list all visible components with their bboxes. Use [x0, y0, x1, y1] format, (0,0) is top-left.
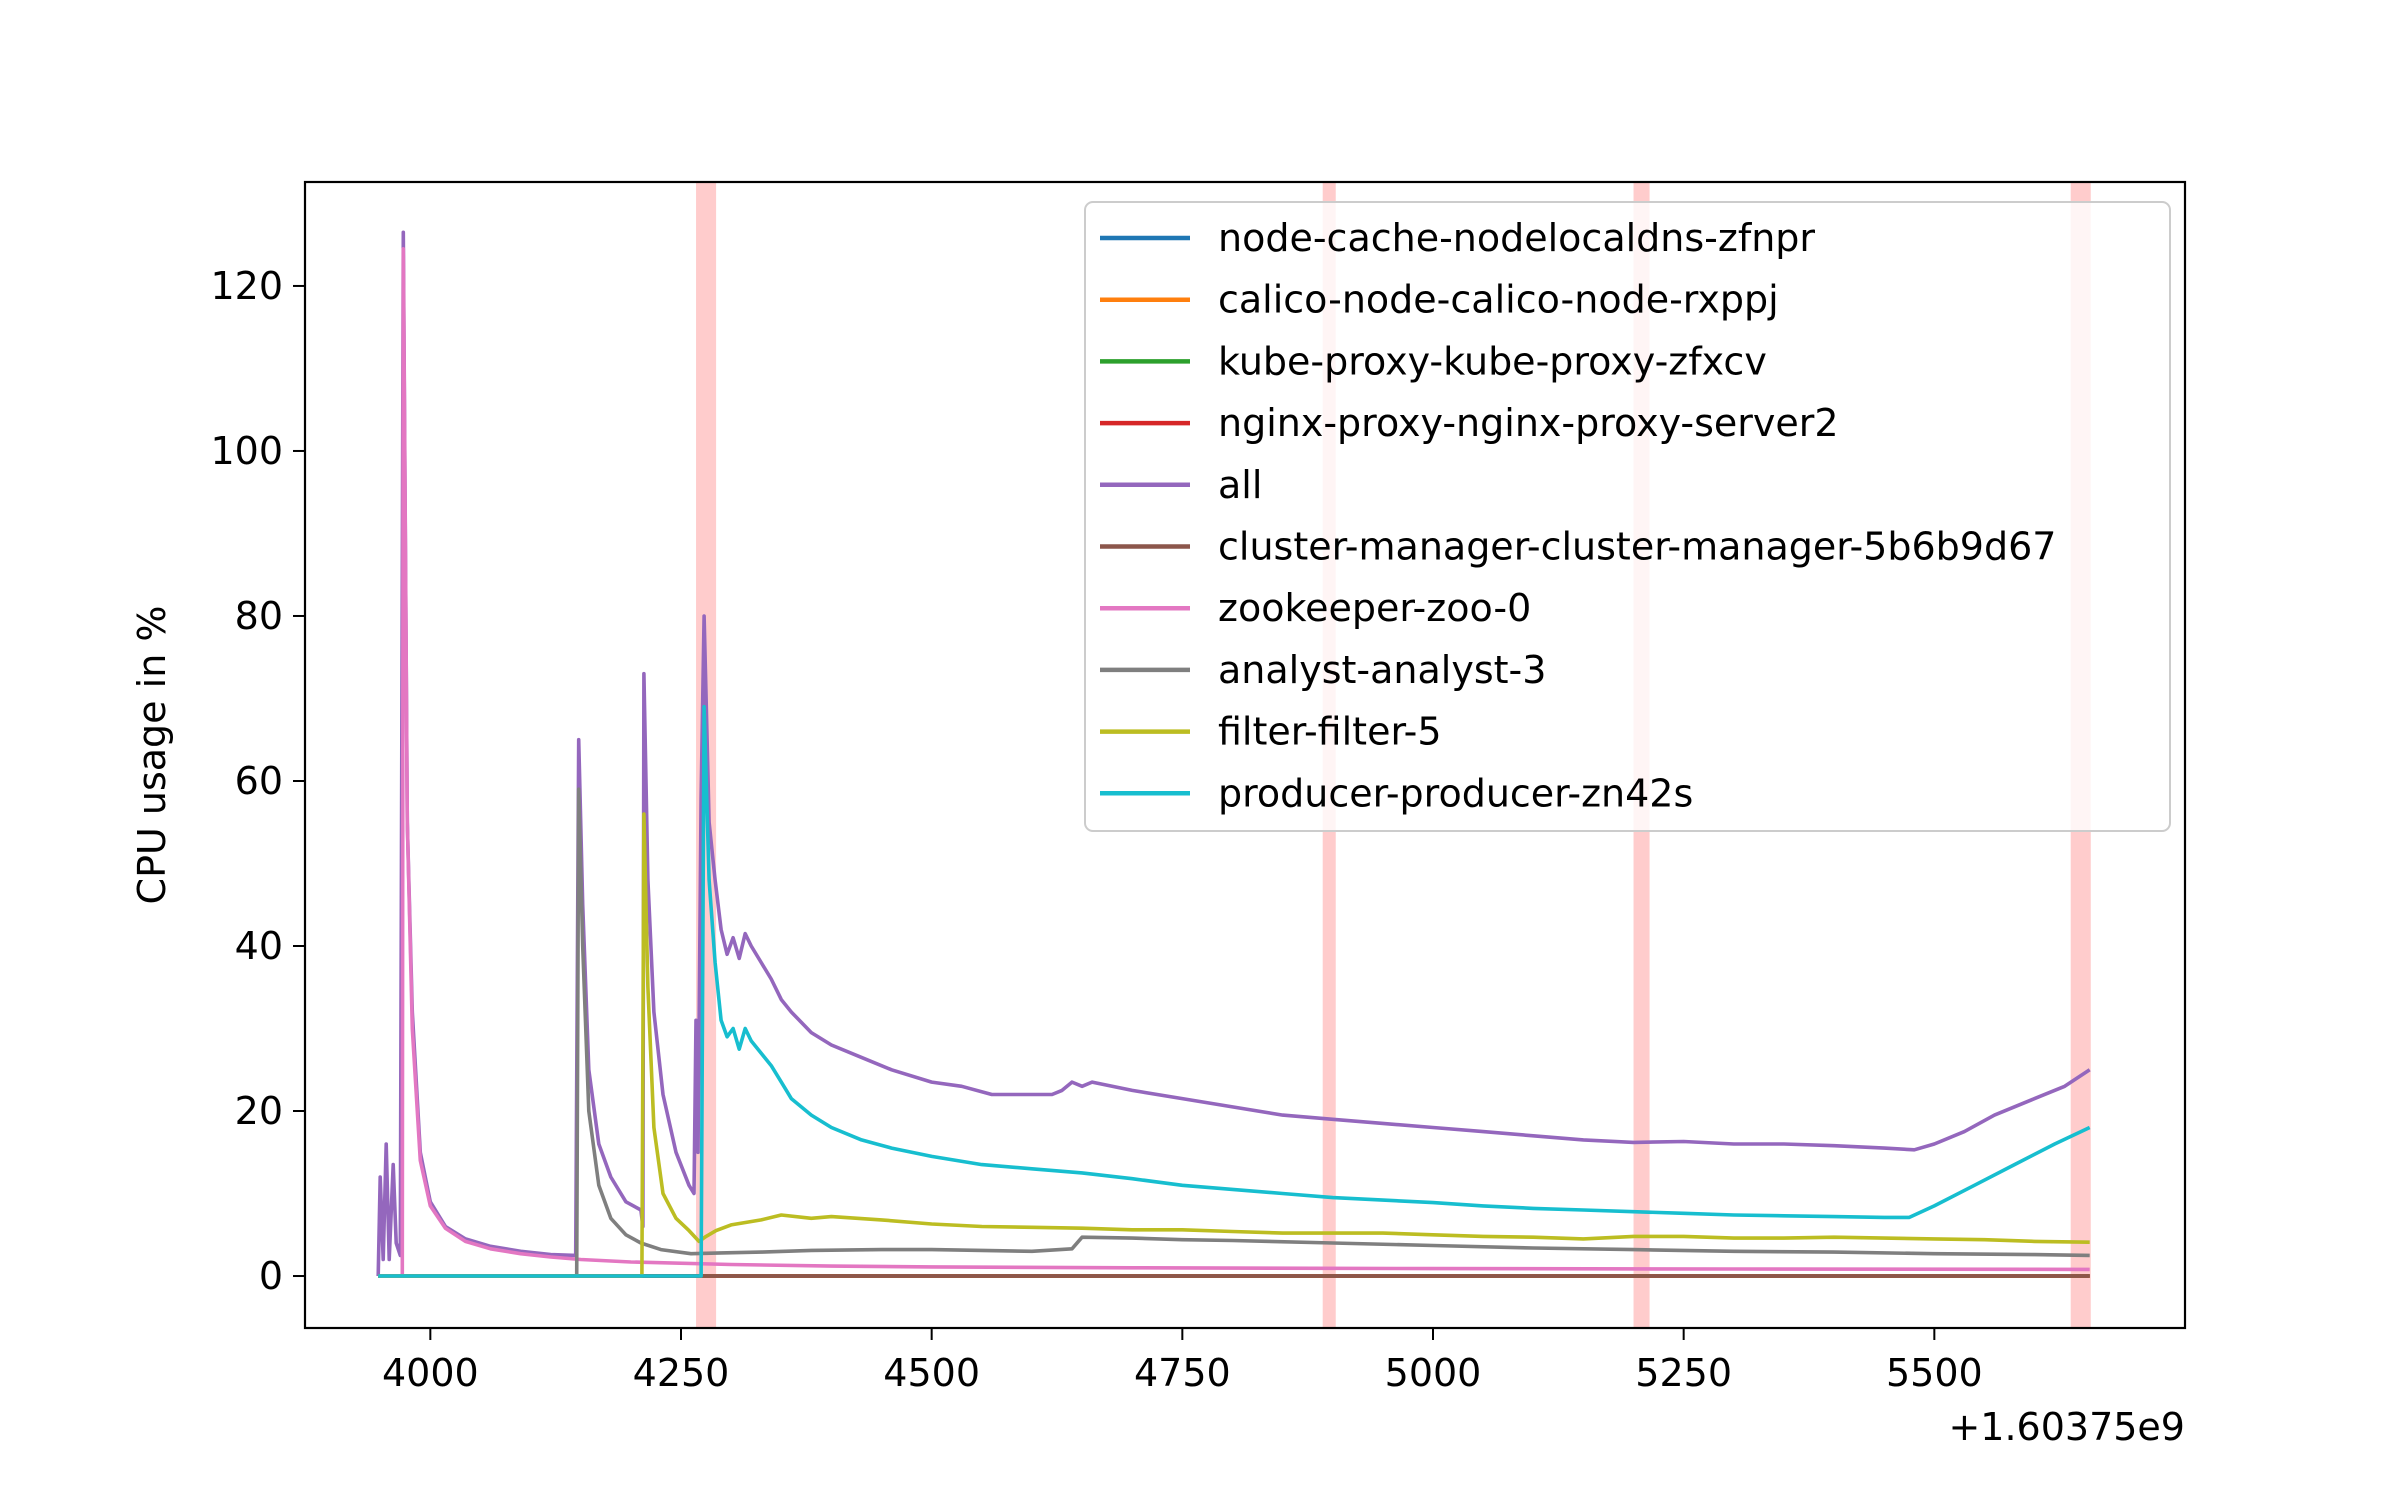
x-tick-label: 5500	[1886, 1351, 1983, 1395]
series-line-filter-filter-5	[378, 812, 2090, 1278]
plot-frame	[303, 180, 2187, 1330]
x-tick-label: 5250	[1635, 1351, 1732, 1395]
legend-label: zookeeper-zoo-0	[1218, 586, 1531, 630]
x-tick-label: 5000	[1385, 1351, 1482, 1395]
y-tick-label: 100	[210, 429, 283, 473]
legend: node-cache-nodelocaldns-zfnpr calico-node…	[1084, 201, 2171, 832]
x-tick-label: 4250	[633, 1351, 730, 1395]
series-line-zookeeper-zoo-0	[378, 247, 2090, 1278]
legend-label: analyst-analyst-3	[1218, 648, 1546, 692]
y-axis-label: CPU usage in %	[130, 606, 174, 905]
x-tick-label: 4000	[382, 1351, 479, 1395]
y-tick-label: 20	[235, 1089, 283, 1133]
y-tick-label: 120	[210, 264, 283, 308]
y-tick-label: 40	[235, 924, 283, 968]
x-axis-offset-label: +1.60375e9	[1948, 1405, 2185, 1449]
legend-label: cluster-manager-cluster-manager-5b6b9d67	[1218, 525, 2056, 569]
series-line-analyst-analyst-3	[378, 787, 2090, 1278]
y-axis-ticks: 0 20 40 60 80 100 120	[210, 264, 305, 1298]
legend-label: filter-filter-5	[1218, 710, 1442, 754]
series-line-all	[376, 230, 2091, 1277]
legend-label: kube-proxy-kube-proxy-zfxcv	[1218, 339, 1767, 383]
x-axis-ticks: 4000 4250 4500 4750 5000 5250 5500	[382, 1328, 1983, 1395]
series-lines	[376, 230, 2091, 1278]
legend-box	[1084, 201, 2171, 832]
y-tick-label: 80	[235, 594, 283, 638]
legend-label: node-cache-nodelocaldns-zfnpr	[1218, 216, 1815, 260]
x-tick-label: 4750	[1134, 1351, 1231, 1395]
legend-label: calico-node-calico-node-rxppj	[1218, 278, 1779, 322]
legend-label: nginx-proxy-nginx-proxy-server2	[1218, 401, 1839, 445]
y-tick-label: 60	[235, 759, 283, 803]
legend-label: producer-producer-zn42s	[1218, 771, 1693, 815]
x-tick-label: 4500	[883, 1351, 980, 1395]
series-line-producer-producer-zn42s	[378, 704, 2091, 1278]
y-tick-label: 0	[259, 1254, 283, 1298]
legend-label: all	[1218, 463, 1262, 507]
